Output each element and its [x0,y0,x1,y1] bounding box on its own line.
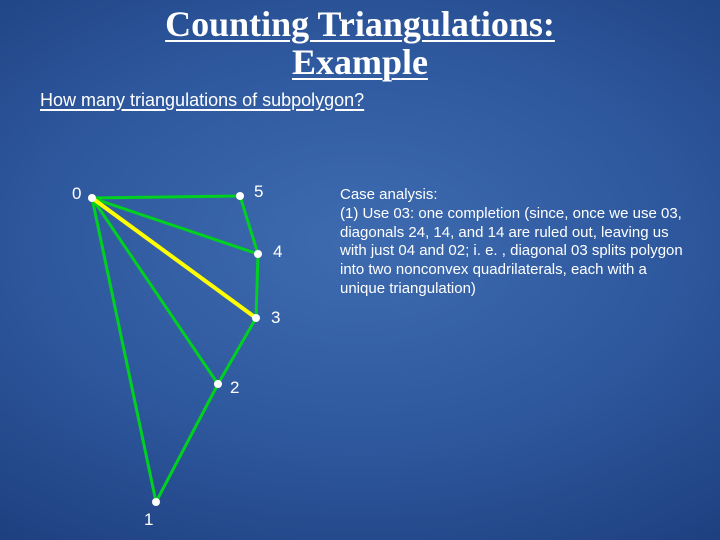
page-title: Counting Triangulations: Example [0,0,720,82]
vertex-label-5: 5 [254,182,263,202]
vertex-label-1: 1 [144,510,153,530]
title-line-1: Counting Triangulations: [165,4,555,44]
polygon-diagram: 012345 [40,180,330,520]
vertex-label-3: 3 [271,308,280,328]
vertex-label-0: 0 [72,184,81,204]
vertex-label-4: 4 [273,242,282,262]
title-line-2: Example [292,42,428,82]
polygon-svg [40,180,330,520]
case-analysis-body: (1) Use 03: one completion (since, once … [340,205,692,299]
subheading: How many triangulations of subpolygon? [0,82,720,111]
case-analysis-heading: Case analysis: [340,186,692,205]
vertex-label-2: 2 [230,378,239,398]
case-analysis-text: Case analysis: (1) Use 03: one completio… [340,186,692,299]
